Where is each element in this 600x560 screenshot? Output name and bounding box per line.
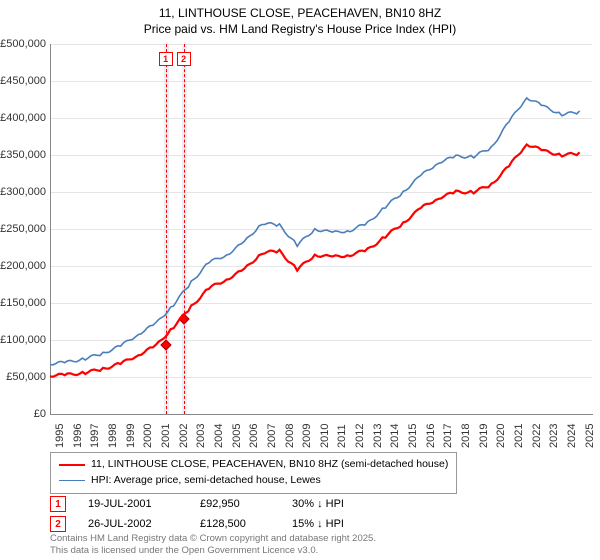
footnote-line-1: Contains HM Land Registry data © Crown c…: [50, 533, 376, 544]
legend-swatch-2: [59, 480, 85, 482]
chart-title: 11, LINTHOUSE CLOSE, PEACEHAVEN, BN10 8H…: [0, 0, 600, 37]
line-series: [50, 44, 592, 414]
series-price_paid: [50, 145, 580, 377]
title-line-2: Price paid vs. HM Land Registry's House …: [0, 22, 600, 38]
sale-price-1: £92,950: [200, 498, 270, 510]
legend-item-2: HPI: Average price, semi-detached house,…: [59, 473, 448, 489]
series-hpi: [50, 98, 580, 365]
legend: 11, LINTHOUSE CLOSE, PEACEHAVEN, BN10 8H…: [50, 452, 457, 494]
sale-row-1: 1 19-JUL-2001 £92,950 30% ↓ HPI: [50, 496, 372, 512]
sale-date-2: 26-JUL-2002: [88, 518, 178, 530]
footnote-line-2: This data is licensed under the Open Gov…: [50, 545, 376, 556]
footnote: Contains HM Land Registry data © Crown c…: [50, 533, 376, 556]
sale-marker-1: 1: [50, 496, 66, 512]
legend-item-1: 11, LINTHOUSE CLOSE, PEACEHAVEN, BN10 8H…: [59, 457, 448, 473]
legend-label-1: 11, LINTHOUSE CLOSE, PEACEHAVEN, BN10 8H…: [91, 457, 448, 473]
title-line-1: 11, LINTHOUSE CLOSE, PEACEHAVEN, BN10 8H…: [0, 6, 600, 22]
sale-diff-1: 30% ↓ HPI: [292, 498, 372, 510]
chart-container: 11, LINTHOUSE CLOSE, PEACEHAVEN, BN10 8H…: [0, 0, 600, 560]
sale-diff-2: 15% ↓ HPI: [292, 518, 372, 530]
sale-marker-2: 2: [50, 516, 66, 532]
legend-label-2: HPI: Average price, semi-detached house,…: [91, 473, 321, 489]
sale-price-2: £128,500: [200, 518, 270, 530]
legend-swatch-1: [59, 464, 85, 466]
sale-date-1: 19-JUL-2001: [88, 498, 178, 510]
sale-row-2: 2 26-JUL-2002 £128,500 15% ↓ HPI: [50, 516, 372, 532]
